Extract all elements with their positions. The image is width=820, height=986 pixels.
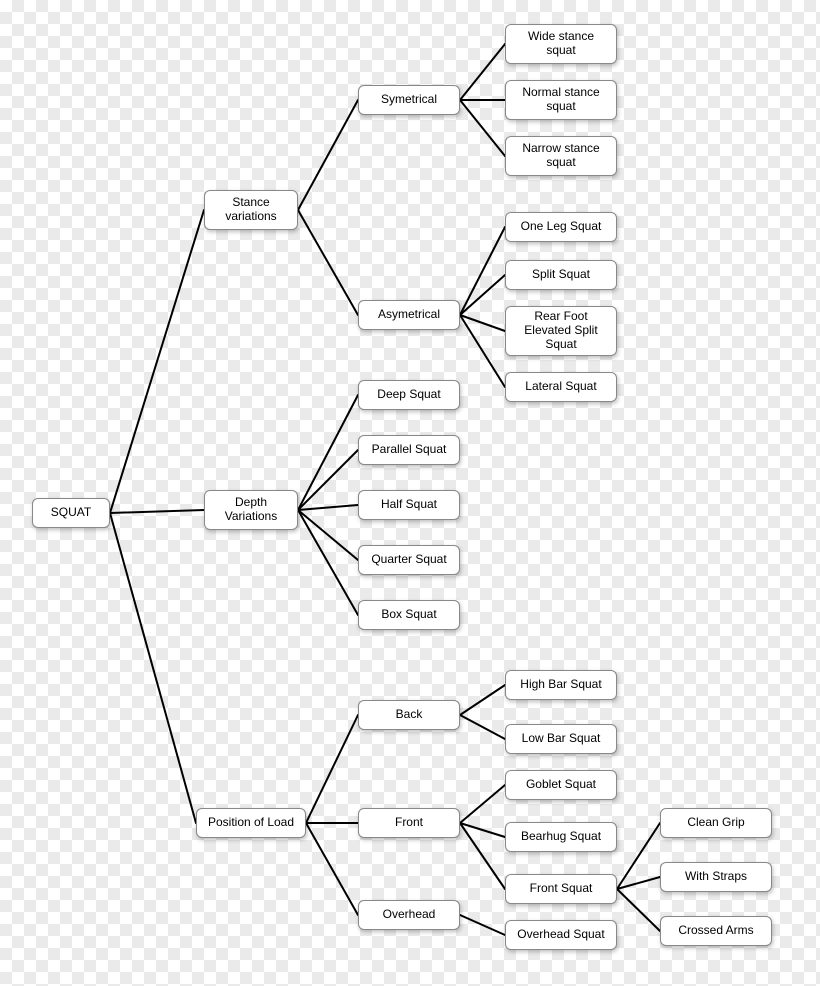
tree-node-depth: Depth Variations bbox=[204, 490, 298, 530]
tree-node-straps: With Straps bbox=[660, 862, 772, 892]
tree-node-frontsquat: Front Squat bbox=[505, 874, 617, 904]
tree-node-narrow: Narrow stance squat bbox=[505, 136, 617, 176]
tree-node-clean: Clean Grip bbox=[660, 808, 772, 838]
tree-node-root: SQUAT bbox=[32, 498, 110, 528]
tree-node-lowbar: Low Bar Squat bbox=[505, 724, 617, 754]
tree-node-lateral: Lateral Squat bbox=[505, 372, 617, 402]
tree-node-sym: Symetrical bbox=[358, 85, 460, 115]
tree-node-half: Half Squat bbox=[358, 490, 460, 520]
tree-node-highbar: High Bar Squat bbox=[505, 670, 617, 700]
tree-node-back: Back bbox=[358, 700, 460, 730]
tree-node-deep: Deep Squat bbox=[358, 380, 460, 410]
tree-node-asym: Asymetrical bbox=[358, 300, 460, 330]
tree-node-posload: Position of Load bbox=[196, 808, 306, 838]
tree-node-normal: Normal stance squat bbox=[505, 80, 617, 120]
tree-node-oneleg: One Leg Squat bbox=[505, 212, 617, 242]
tree-node-rfe: Rear Foot Elevated Split Squat bbox=[505, 306, 617, 356]
tree-node-front: Front bbox=[358, 808, 460, 838]
tree-node-quarter: Quarter Squat bbox=[358, 545, 460, 575]
tree-node-goblet: Goblet Squat bbox=[505, 770, 617, 800]
tree-node-bearhug: Bearhug Squat bbox=[505, 822, 617, 852]
tree-node-overhead: Overhead bbox=[358, 900, 460, 930]
tree-node-stance: Stance variations bbox=[204, 190, 298, 230]
tree-node-ohsq: Overhead Squat bbox=[505, 920, 617, 950]
tree-node-wide: Wide stance squat bbox=[505, 24, 617, 64]
tree-node-split: Split Squat bbox=[505, 260, 617, 290]
tree-node-parallel: Parallel Squat bbox=[358, 435, 460, 465]
tree-node-crossed: Crossed Arms bbox=[660, 916, 772, 946]
tree-node-box: Box Squat bbox=[358, 600, 460, 630]
